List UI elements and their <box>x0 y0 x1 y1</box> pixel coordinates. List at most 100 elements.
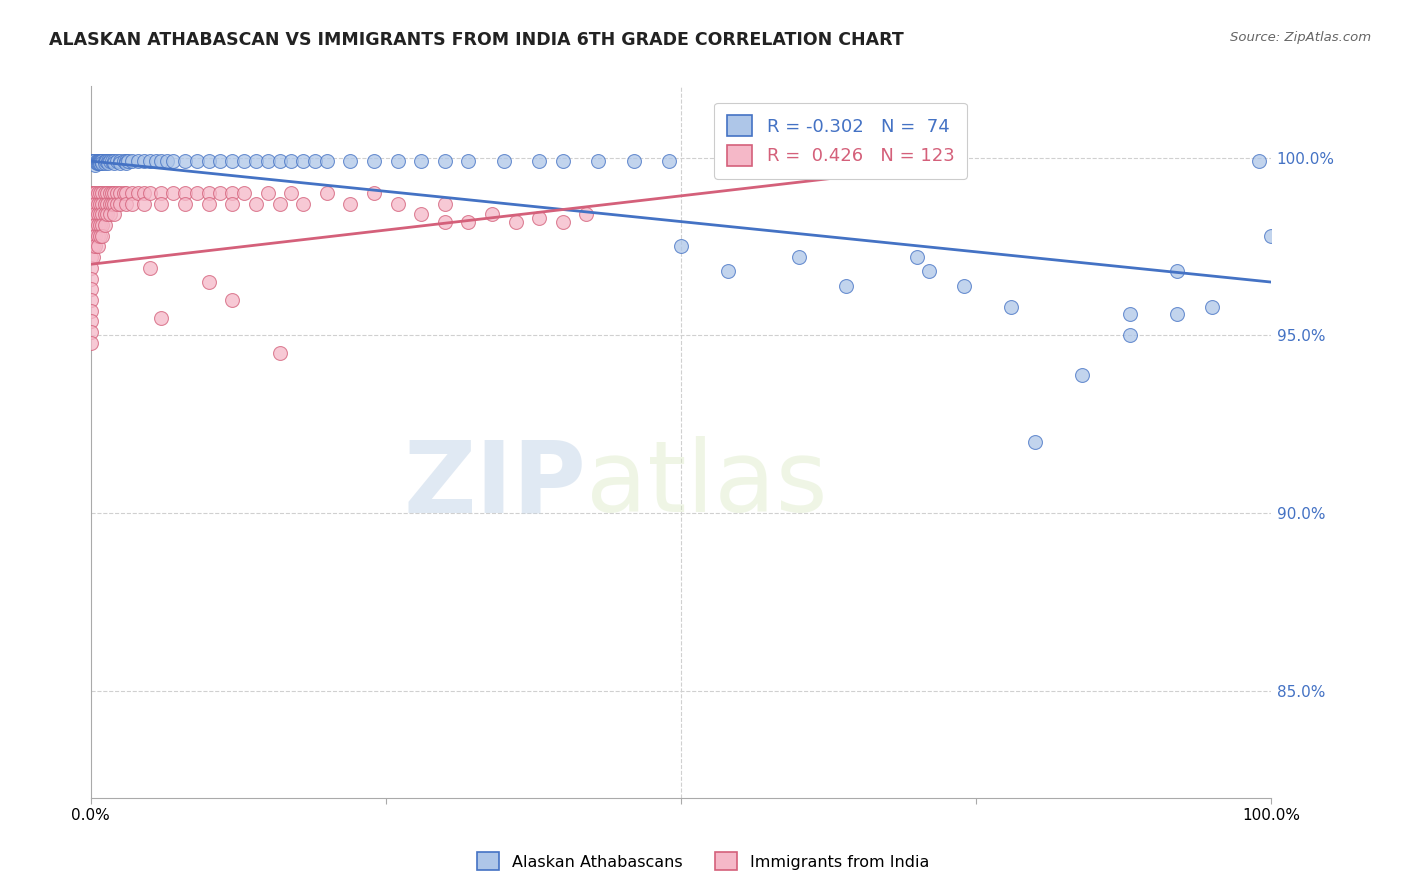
Point <box>433 154 456 169</box>
Point <box>457 154 479 169</box>
Point <box>127 154 149 169</box>
Point <box>150 154 173 169</box>
Point <box>82 218 104 232</box>
Point <box>101 186 124 200</box>
Point <box>82 196 104 211</box>
Point <box>82 228 104 243</box>
Point <box>132 154 155 169</box>
Point <box>221 186 243 200</box>
Point <box>256 186 278 200</box>
Point <box>132 196 155 211</box>
Point <box>103 154 125 169</box>
Point <box>121 154 143 169</box>
Point <box>89 156 111 170</box>
Point <box>79 325 101 339</box>
Point <box>269 196 291 211</box>
Point <box>82 154 104 169</box>
Point <box>91 196 114 211</box>
Point <box>101 154 124 169</box>
Point <box>209 186 232 200</box>
Point <box>588 154 610 169</box>
Point <box>96 186 118 200</box>
Point <box>86 154 108 169</box>
Point <box>84 186 107 200</box>
Point <box>86 218 108 232</box>
Point <box>150 310 173 325</box>
Point <box>1000 300 1022 314</box>
Point <box>91 207 114 221</box>
Point <box>83 154 105 169</box>
Point <box>98 196 121 211</box>
Point <box>105 154 128 169</box>
Point <box>1249 154 1271 169</box>
Point <box>97 156 120 170</box>
Point <box>105 196 128 211</box>
Point <box>433 214 456 228</box>
Point <box>256 154 278 169</box>
Point <box>79 239 101 253</box>
Point <box>221 154 243 169</box>
Point <box>79 207 101 221</box>
Point <box>115 154 138 169</box>
Point <box>1118 328 1140 343</box>
Point <box>411 154 433 169</box>
Point <box>363 154 385 169</box>
Point <box>112 154 135 169</box>
Point <box>186 154 208 169</box>
Point <box>457 214 479 228</box>
Point <box>115 186 138 200</box>
Point <box>529 211 551 225</box>
Point <box>138 154 160 169</box>
Point <box>79 196 101 211</box>
Point <box>132 186 155 200</box>
Point <box>82 207 104 221</box>
Point <box>245 196 267 211</box>
Point <box>150 196 173 211</box>
Point <box>98 154 121 169</box>
Point <box>505 214 527 228</box>
Point <box>91 228 114 243</box>
Point <box>79 335 101 350</box>
Text: Source: ZipAtlas.com: Source: ZipAtlas.com <box>1230 31 1371 45</box>
Point <box>97 154 120 169</box>
Point <box>174 154 197 169</box>
Point <box>1166 307 1188 321</box>
Point <box>86 207 108 221</box>
Point <box>79 271 101 285</box>
Point <box>623 154 645 169</box>
Point <box>127 186 149 200</box>
Point <box>79 250 101 264</box>
Point <box>91 218 114 232</box>
Point <box>91 154 114 169</box>
Point <box>96 196 118 211</box>
Point <box>89 218 111 232</box>
Point <box>79 228 101 243</box>
Point <box>162 154 184 169</box>
Point <box>121 196 143 211</box>
Point <box>233 154 256 169</box>
Point <box>89 228 111 243</box>
Point <box>89 196 111 211</box>
Point <box>197 275 219 289</box>
Point <box>492 154 515 169</box>
Point <box>115 156 138 170</box>
Point <box>98 207 121 221</box>
Point <box>94 156 117 170</box>
Point <box>94 186 117 200</box>
Point <box>717 264 740 278</box>
Point <box>953 278 976 293</box>
Point <box>269 346 291 360</box>
Point <box>94 154 117 169</box>
Point <box>658 154 681 169</box>
Point <box>103 156 125 170</box>
Point <box>1024 435 1046 450</box>
Text: ZIP: ZIP <box>404 436 586 533</box>
Point <box>79 282 101 296</box>
Point <box>89 207 111 221</box>
Point <box>174 186 197 200</box>
Point <box>269 154 291 169</box>
Point <box>86 156 108 170</box>
Point <box>94 154 117 169</box>
Point <box>79 154 101 169</box>
Point <box>363 186 385 200</box>
